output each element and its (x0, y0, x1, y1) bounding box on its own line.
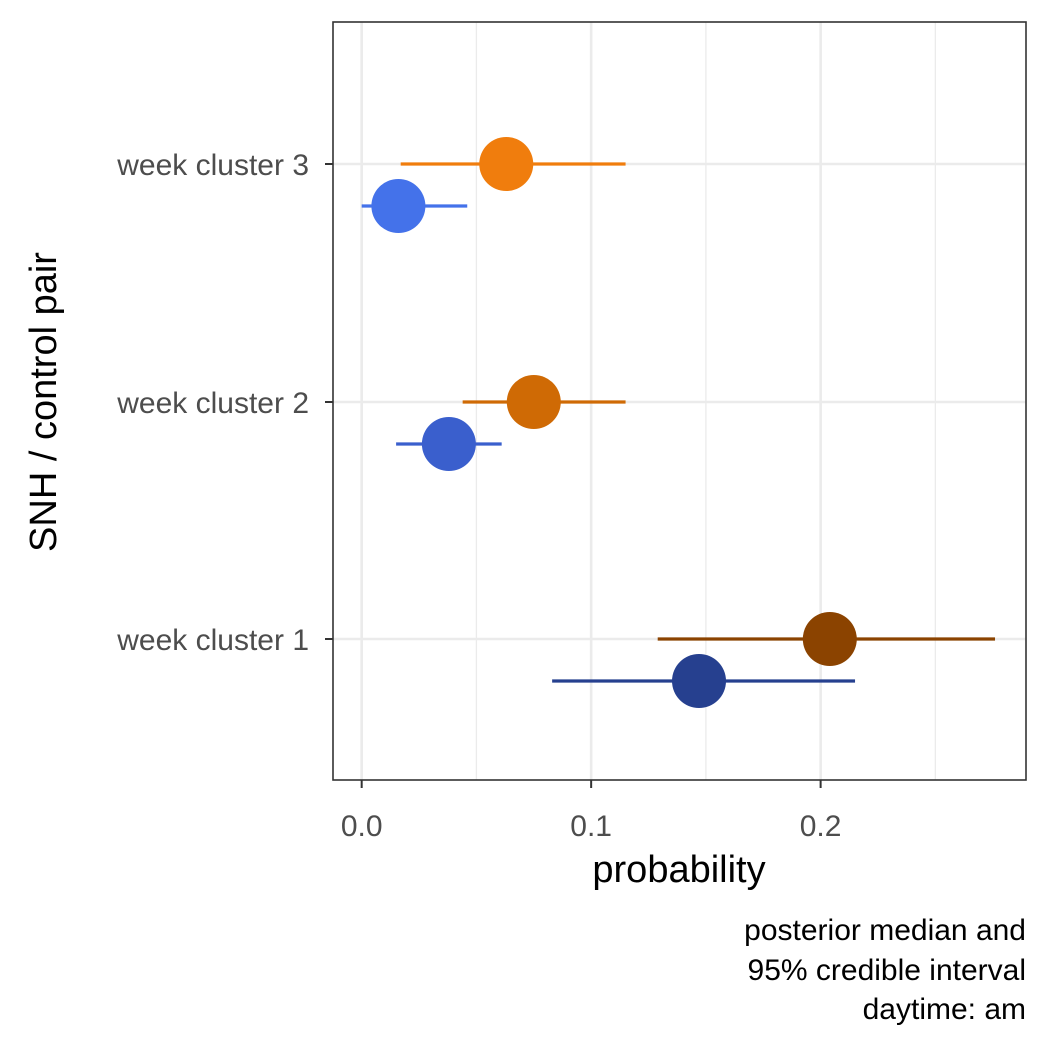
y-tick-label: week cluster 3 (116, 149, 309, 182)
x-tick-label: 0.0 (341, 810, 383, 843)
x-tick-label: 0.2 (800, 810, 842, 843)
median-point-snh-week-cluster-2 (506, 375, 561, 429)
data-marks (361, 137, 996, 708)
y-axis-ticks: week cluster 1 week cluster 2 week cluster… (116, 149, 333, 657)
y-tick-label: week cluster 2 (116, 387, 309, 420)
median-point-control-week-cluster-1 (672, 654, 727, 708)
x-tick-label: 0.1 (570, 810, 612, 843)
x-axis-ticks: 0.0 0.1 0.2 (341, 780, 842, 843)
y-axis-title: SNH / control pair (23, 252, 65, 552)
x-axis-title: probability (592, 849, 765, 891)
median-point-snh-week-cluster-1 (802, 612, 857, 666)
caption-line-2: 95% credible interval (748, 954, 1026, 987)
caption-line-1: posterior median and (744, 914, 1026, 947)
median-point-control-week-cluster-2 (421, 417, 476, 471)
y-tick-label: week cluster 1 (116, 624, 309, 657)
median-point-control-week-cluster-3 (371, 179, 426, 233)
caption-line-3: daytime: am (863, 993, 1026, 1026)
median-point-snh-week-cluster-3 (479, 137, 534, 191)
